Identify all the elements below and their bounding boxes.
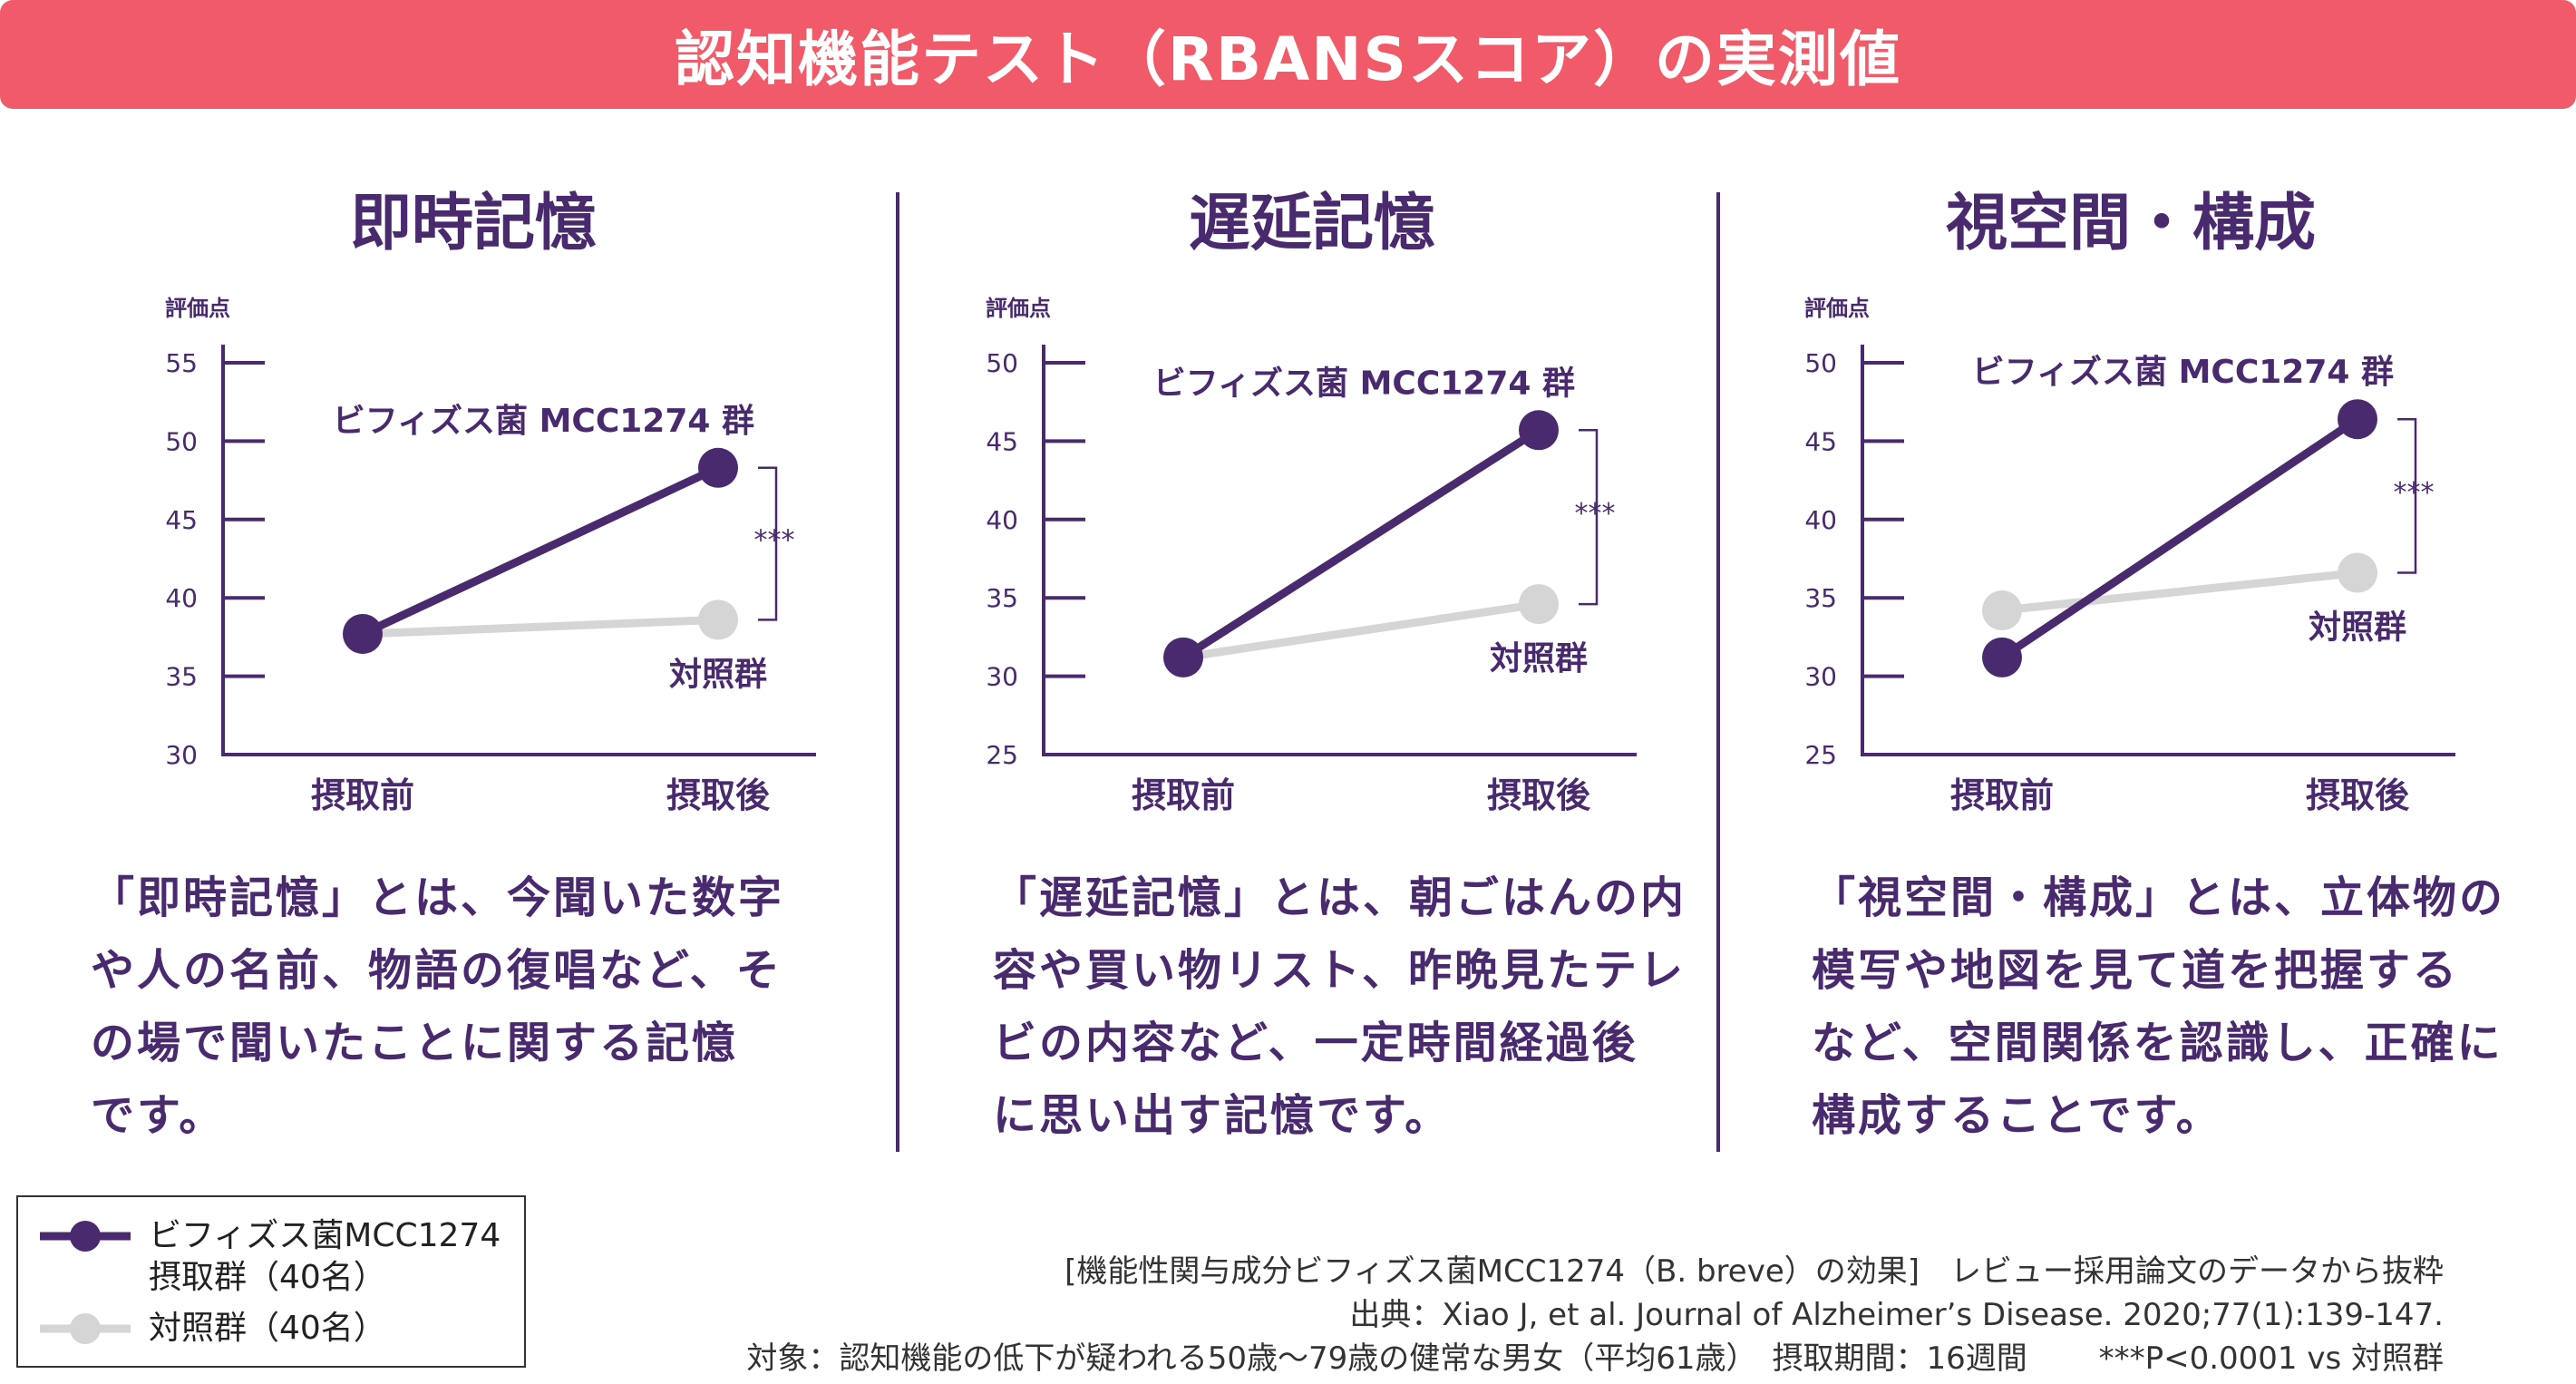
panel-divider-2 xyxy=(1716,192,1720,1152)
significance-bracket xyxy=(1579,429,1599,606)
x-tick-label: 摂取前 xyxy=(1132,775,1235,815)
y-tick-label: 55 xyxy=(165,348,198,378)
desc-line: の場で聞いたことに関する記憶 xyxy=(91,1018,739,1068)
y-axis-label: 評価点 xyxy=(1804,296,1870,321)
legend-item-treatment: ビフィズス菌MCC1274 摂取群（40名） xyxy=(36,1215,501,1299)
significance-label: *** xyxy=(754,525,795,557)
panel-visuospatial: 視空間・構成 評価点 25 30 35 40 45 50 摂取前 摂取後 ビフィズス菌 MCC12… xyxy=(1730,172,2546,1161)
data-point-control xyxy=(698,599,738,640)
desc-line: 容や買い物リスト、昨晩見たテレ xyxy=(993,945,1687,996)
x-tick-label: 摂取前 xyxy=(311,775,414,815)
y-tick-label: 25 xyxy=(986,740,1018,770)
data-point-control xyxy=(1519,584,1559,625)
panel-delayed-memory: 遅延記憶 評価点 25 30 35 40 45 50 摂取前 摂取後 ビフィズス菌 MCC1274… xyxy=(911,172,1727,1161)
y-tick-label: 30 xyxy=(165,740,198,770)
significance-label: *** xyxy=(1575,498,1616,530)
data-point-control xyxy=(2338,552,2377,593)
y-tick-label: 40 xyxy=(986,505,1018,535)
legend-label-control: 対照群（40名） xyxy=(149,1310,386,1347)
y-axis-label: 評価点 xyxy=(165,296,230,321)
panel-description: 「即時記憶」とは、今聞いた数字 や人の名前、物語の復唱など、そ の場で聞いたこと… xyxy=(91,862,907,1152)
legend-swatch-treatment xyxy=(40,1221,131,1252)
panel-immediate-memory: 即時記憶 評価点 30 35 40 45 50 55 摂取前 摂取後 ビフィズス菌 MCC1274… xyxy=(91,172,907,1161)
y-tick-label: 25 xyxy=(1804,740,1837,770)
desc-line: 「遅延記憶」とは、朝ごはんの内 xyxy=(993,872,1687,923)
data-point-treatment xyxy=(698,447,738,488)
desc-line: や人の名前、物語の復唱など、そ xyxy=(91,945,783,996)
legend-item-control: 対照群（40名） xyxy=(36,1308,386,1350)
y-tick-label: 30 xyxy=(986,662,1018,692)
significance-label: *** xyxy=(2394,477,2435,509)
legend-label-line: 摂取群（40名） xyxy=(149,1259,386,1296)
series-label-control: 対照群 xyxy=(1490,640,1588,677)
y-tick-label: 50 xyxy=(165,426,198,456)
y-tick-label: 35 xyxy=(165,662,198,692)
significance-bracket xyxy=(758,466,778,621)
panel-description: 「視空間・構成」とは、立体物の 模写や地図を見て道を把握する など、空間関係を認… xyxy=(1812,862,2576,1152)
desc-line: 「即時記憶」とは、今聞いた数字 xyxy=(91,872,785,923)
significance-bracket xyxy=(2397,417,2417,574)
panel-description: 「遅延記憶」とは、朝ごはんの内 容や買い物リスト、昨晩見たテレ ビの内容など、一… xyxy=(993,862,1809,1152)
data-point-treatment xyxy=(1519,410,1559,451)
panel-divider-1 xyxy=(896,192,899,1152)
y-tick-label: 40 xyxy=(1804,505,1837,535)
panel-title: 遅延記憶 xyxy=(1188,188,1435,259)
y-tick-label: 40 xyxy=(165,583,198,613)
x-tick-label: 摂取前 xyxy=(1950,775,2054,815)
legend: ビフィズス菌MCC1274 摂取群（40名） 対照群（40名） xyxy=(16,1195,526,1368)
chart-delayed-memory: 評価点 25 30 35 40 45 50 摂取前 摂取後 ビフィズス菌 MCC1274 群対照群… xyxy=(986,296,1637,815)
y-tick-label: 50 xyxy=(1804,348,1837,378)
desc-line: 「視空間・構成」とは、立体物の xyxy=(1812,872,2506,923)
legend-label-line: ビフィズス菌MCC1274 xyxy=(149,1217,501,1254)
series-label-treatment: ビフィズス菌 MCC1274 群 xyxy=(1972,353,2394,391)
desc-line: ビの内容など、一定時間経過後 xyxy=(993,1018,1638,1068)
series-label-control: 対照群 xyxy=(669,656,767,693)
page-title: 認知機能テスト（RBANSスコア）の実測値 xyxy=(675,24,1901,94)
y-tick-label: 35 xyxy=(1804,583,1837,613)
data-point-treatment xyxy=(343,613,383,654)
data-point-treatment xyxy=(1982,637,2022,677)
series-label-control: 対照群 xyxy=(2309,609,2406,647)
data-point-treatment xyxy=(2338,399,2377,440)
desc-line: です。 xyxy=(91,1090,226,1141)
series-line-control xyxy=(358,615,723,638)
chart-immediate-memory: 評価点 30 35 40 45 50 55 摂取前 摂取後 ビフィズス菌 MCC1274 群対照群… xyxy=(165,296,816,815)
series-line-control xyxy=(1998,569,2362,615)
series-line-treatment xyxy=(1998,414,2362,662)
y-tick-label: 50 xyxy=(986,348,1018,378)
y-tick-label: 45 xyxy=(1804,426,1837,456)
y-tick-label: 45 xyxy=(986,426,1018,456)
panel-title: 即時記憶 xyxy=(349,188,597,259)
panel-title: 視空間・構成 xyxy=(1945,188,2316,259)
desc-line: 模写や地図を見て道を把握する xyxy=(1812,945,2460,996)
series-line-treatment xyxy=(1179,425,1543,662)
y-tick-label: 30 xyxy=(1804,662,1837,692)
desc-line: 構成することです。 xyxy=(1812,1090,2222,1141)
y-axis-label: 評価点 xyxy=(986,296,1051,321)
legend-swatch-control xyxy=(40,1313,131,1344)
desc-line: に思い出す記憶です。 xyxy=(993,1090,1452,1141)
footer-source: 出典：Xiao J, et al. Journal of Alzheimer’s… xyxy=(1349,1297,2444,1333)
series-label-treatment: ビフィズス菌 MCC1274 群 xyxy=(1153,364,1575,402)
series-line-control xyxy=(1179,599,1543,662)
y-tick-label: 35 xyxy=(986,583,1018,613)
chart-visuospatial: 評価点 25 30 35 40 45 50 摂取前 摂取後 ビフィズス菌 MCC1274 群対照群… xyxy=(1804,296,2455,815)
title-banner: 認知機能テスト（RBANSスコア）の実測値 xyxy=(0,0,2576,109)
series-line-treatment xyxy=(358,463,723,638)
footer-subjects: 対象：認知機能の低下が疑われる50歳～79歳の健常な男女（平均61歳） 摂取期間… xyxy=(746,1340,2444,1377)
x-tick-label: 摂取後 xyxy=(2306,775,2410,815)
series-label-treatment: ビフィズス菌 MCC1274 群 xyxy=(333,402,754,440)
data-point-control xyxy=(1982,590,2022,631)
desc-line: など、空間関係を認識し、正確に xyxy=(1812,1018,2503,1068)
y-tick-label: 45 xyxy=(165,505,198,535)
x-tick-label: 摂取後 xyxy=(1487,775,1591,815)
data-point-treatment xyxy=(1163,637,1203,677)
footer-note-1: [機能性関与成分ビフィズス菌MCC1274（B. breve）の効果] レビュー… xyxy=(1064,1253,2444,1290)
x-tick-label: 摂取後 xyxy=(666,775,771,815)
legend-label-treatment: ビフィズス菌MCC1274 摂取群（40名） xyxy=(149,1215,501,1299)
